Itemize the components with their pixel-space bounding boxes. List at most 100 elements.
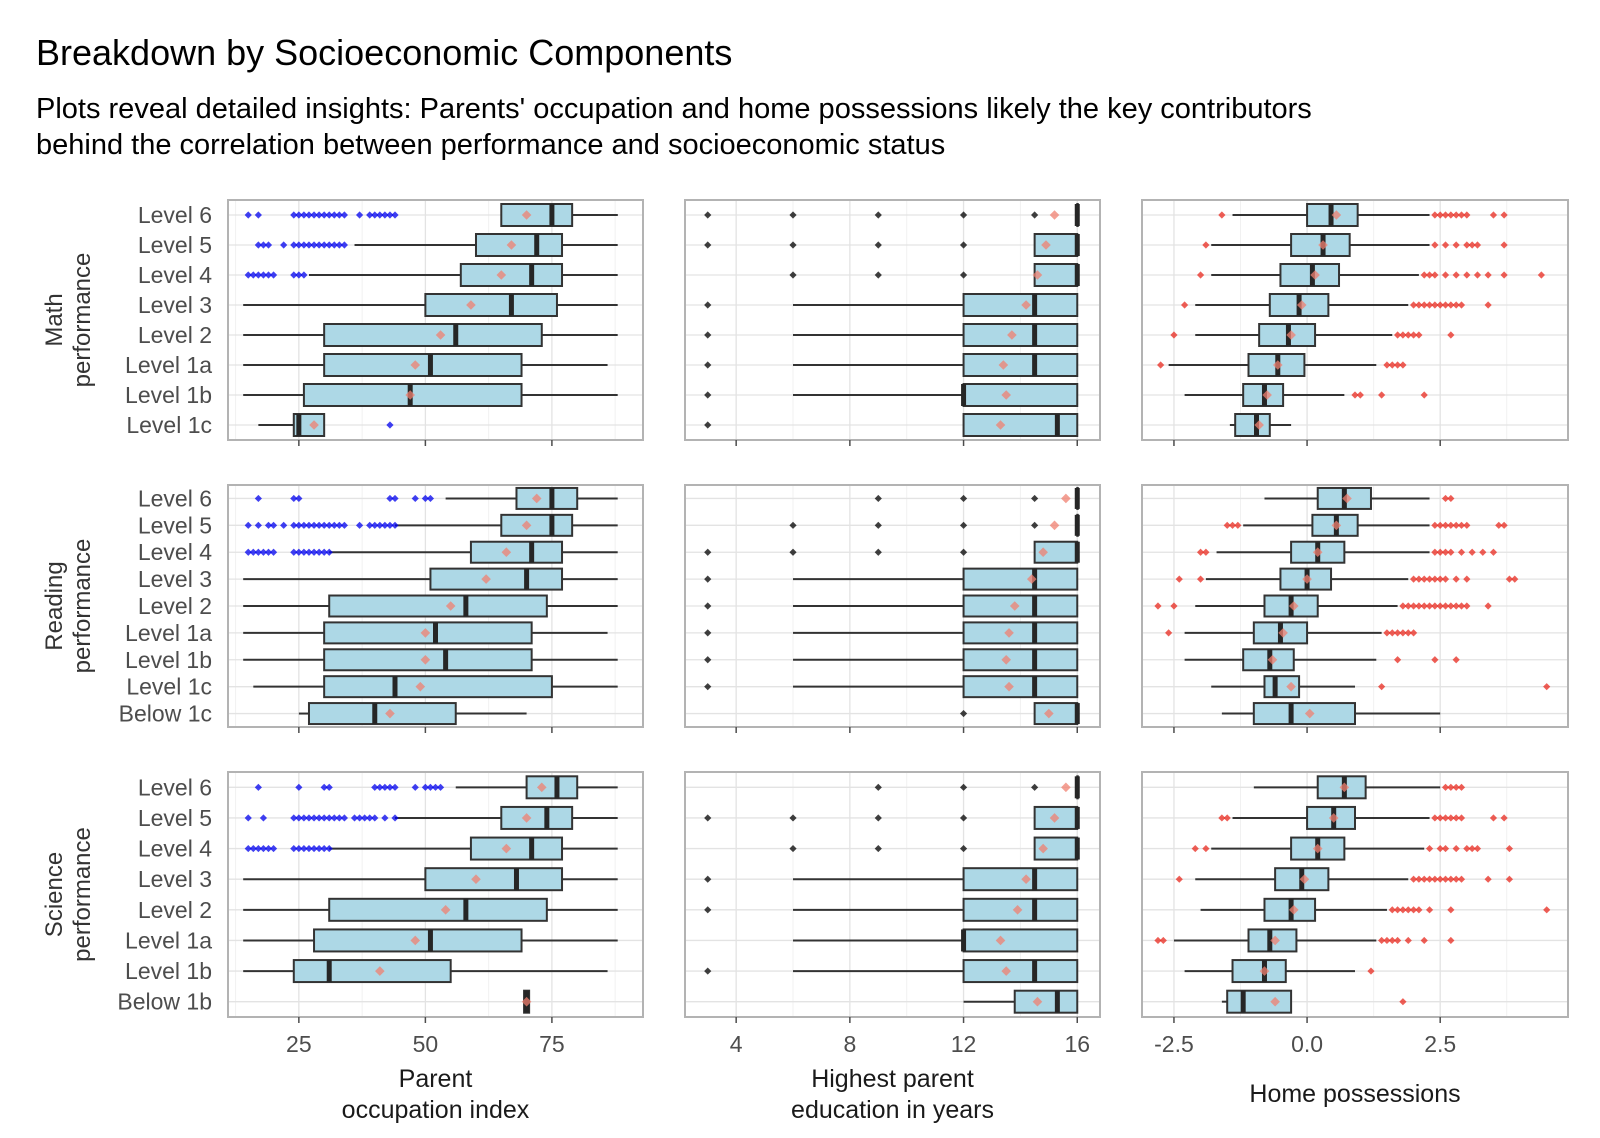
mean-point bbox=[466, 300, 476, 310]
outlier-point bbox=[1447, 211, 1455, 219]
outlier-point bbox=[1441, 494, 1450, 503]
iqr-box bbox=[1231, 959, 1287, 984]
outlier-point bbox=[1420, 391, 1428, 399]
outlier-point bbox=[1409, 906, 1418, 914]
mean-point bbox=[1270, 935, 1280, 946]
outlier-point bbox=[1436, 875, 1444, 883]
outlier-point bbox=[704, 906, 712, 914]
mean-point bbox=[1304, 708, 1315, 719]
outlier-point bbox=[244, 521, 252, 529]
outlier-point bbox=[381, 521, 389, 529]
box-level-5 bbox=[704, 805, 1080, 830]
mean-point bbox=[405, 390, 415, 400]
outlier-point bbox=[335, 241, 343, 249]
outlier-point bbox=[1436, 211, 1444, 219]
outlier-point bbox=[874, 494, 882, 503]
outlier-point bbox=[1500, 814, 1508, 822]
outlier-point bbox=[1202, 241, 1210, 249]
panel-border bbox=[1141, 484, 1569, 728]
outlier-point bbox=[1399, 629, 1407, 637]
outlier-point bbox=[366, 521, 374, 529]
box-below-1b bbox=[963, 989, 1079, 1014]
outlier-point bbox=[1425, 271, 1434, 279]
outlier-point bbox=[704, 683, 712, 691]
mean-point bbox=[309, 420, 319, 430]
mean-point bbox=[1278, 628, 1288, 638]
y-tick-label: Level 1a bbox=[125, 620, 212, 646]
outlier-point bbox=[1441, 844, 1450, 853]
outlier-point bbox=[1457, 602, 1466, 610]
outlier-point bbox=[305, 844, 313, 853]
outlier-point bbox=[1447, 331, 1455, 339]
outlier-point bbox=[1441, 575, 1450, 583]
outlier-point bbox=[249, 271, 257, 279]
x-axis-label-2-line-2: education in years bbox=[791, 1096, 994, 1124]
iqr-box bbox=[962, 383, 1079, 407]
outlier-point bbox=[1452, 521, 1460, 529]
outlier-point bbox=[1202, 844, 1210, 853]
outlier-point bbox=[874, 814, 882, 822]
chart-subtitle-line-1: Plots reveal detailed insights: Parents'… bbox=[36, 93, 1312, 125]
y-tick-label: Level 1c bbox=[126, 674, 212, 700]
mean-point bbox=[1044, 708, 1054, 719]
outlier-point bbox=[1441, 602, 1450, 610]
outlier-point bbox=[1452, 241, 1460, 249]
outlier-point bbox=[1425, 875, 1434, 883]
outlier-point bbox=[330, 814, 338, 822]
outlier-point bbox=[1463, 844, 1471, 853]
outlier-point bbox=[1505, 844, 1514, 853]
y-tick-label: Level 6 bbox=[138, 485, 212, 511]
panel-r2-c1 bbox=[227, 484, 644, 733]
outlier-point bbox=[269, 521, 278, 529]
iqr-box bbox=[1279, 263, 1341, 287]
outlier-point bbox=[264, 241, 273, 249]
outlier-point bbox=[315, 844, 323, 853]
outlier-point bbox=[1431, 271, 1439, 279]
outlier-point bbox=[244, 548, 252, 556]
outlier-point bbox=[1409, 301, 1418, 309]
outlier-point bbox=[254, 844, 262, 853]
outlier-point bbox=[391, 521, 399, 529]
outlier-point bbox=[1394, 906, 1402, 914]
outlier-point bbox=[1431, 211, 1439, 219]
box-level-5 bbox=[704, 233, 1080, 257]
box-level-4 bbox=[244, 263, 618, 287]
mean-point bbox=[995, 420, 1006, 430]
mean-point bbox=[1302, 574, 1312, 584]
outlier-point bbox=[280, 241, 288, 249]
outlier-point bbox=[1489, 211, 1498, 219]
mean-point bbox=[1049, 813, 1060, 823]
iqr-box bbox=[307, 702, 457, 726]
outlier-point bbox=[1468, 548, 1476, 556]
y-tick-label: Level 5 bbox=[138, 512, 212, 538]
outlier-point bbox=[704, 301, 712, 309]
outlier-point bbox=[1425, 906, 1434, 914]
box-level-3 bbox=[243, 567, 618, 591]
outlier-point bbox=[874, 783, 882, 791]
outlier-point bbox=[366, 814, 374, 822]
box-level-1a bbox=[243, 621, 608, 645]
outlier-point bbox=[325, 241, 333, 249]
y-tick-label: Level 3 bbox=[138, 292, 212, 318]
outlier-point bbox=[1159, 936, 1167, 945]
outlier-point bbox=[1489, 548, 1498, 556]
outlier-point bbox=[386, 421, 394, 429]
box-level-1b bbox=[704, 383, 1079, 407]
outlier-point bbox=[295, 211, 303, 219]
outlier-point bbox=[1543, 906, 1551, 914]
outlier-point bbox=[704, 602, 712, 610]
outlier-point bbox=[1415, 575, 1423, 583]
outlier-point bbox=[1383, 936, 1391, 945]
iqr-box bbox=[962, 353, 1079, 377]
mean-point bbox=[410, 935, 421, 946]
outlier-point bbox=[1394, 361, 1402, 369]
outlier-point bbox=[959, 494, 968, 503]
outlier-point bbox=[1452, 875, 1460, 883]
outlier-point bbox=[1452, 844, 1460, 853]
outlier-point bbox=[305, 521, 313, 529]
outlier-point bbox=[1500, 211, 1508, 219]
y-tick-label: Level 6 bbox=[138, 774, 212, 800]
outlier-point bbox=[1399, 906, 1407, 914]
box-level-6 bbox=[874, 486, 1080, 510]
outlier-point bbox=[874, 548, 882, 556]
